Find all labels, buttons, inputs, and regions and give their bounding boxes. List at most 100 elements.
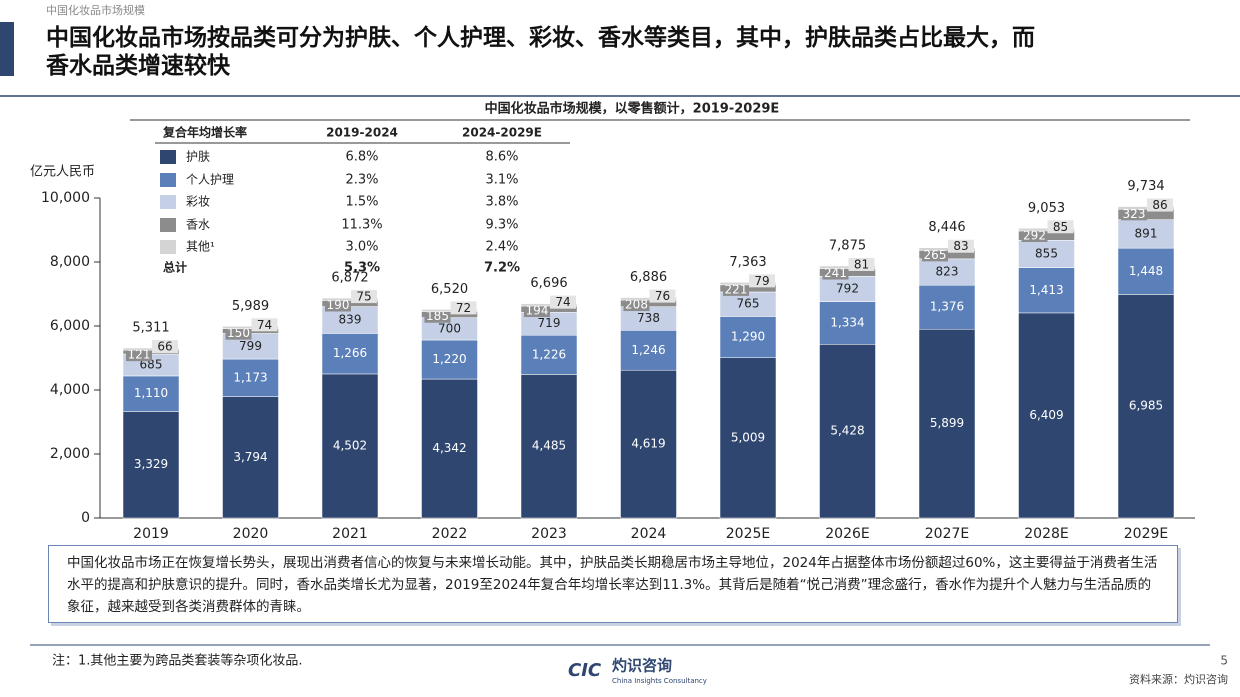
data-label: 891	[1135, 226, 1158, 240]
data-label: 792	[836, 281, 859, 295]
table-cell: 2.3%	[345, 173, 378, 188]
data-label: 5,009	[731, 430, 765, 444]
bar-segment	[122, 347, 180, 351]
x-tick-label: 2025E	[726, 526, 770, 542]
data-label-bg	[948, 239, 974, 253]
data-label-bg	[623, 298, 650, 312]
data-label: 221	[725, 282, 748, 296]
x-tick-label: 2026E	[825, 526, 869, 542]
total-label: 9,053	[1028, 201, 1065, 216]
table-cell: 3.0%	[345, 240, 378, 255]
total-label: 9,734	[1127, 179, 1164, 194]
y-tick-label: 6,000	[50, 318, 90, 334]
data-label: 75	[356, 290, 371, 304]
bar-segment	[819, 301, 876, 345]
x-tick-label: 2019	[133, 526, 169, 542]
data-label: 79	[754, 274, 769, 288]
data-label: 1,334	[830, 315, 864, 329]
data-label: 5,899	[930, 416, 964, 430]
data-label: 1,220	[432, 352, 466, 366]
data-label-bg	[1047, 220, 1074, 234]
logo-name: 灼识咨询	[612, 657, 672, 675]
legend-label: 护肤	[186, 149, 210, 164]
data-label: 74	[257, 318, 272, 332]
table-cell: 11.3%	[341, 218, 382, 233]
data-label: 799	[239, 339, 262, 353]
bar-segment	[918, 284, 976, 330]
data-label: 700	[438, 321, 461, 335]
data-label: 6,409	[1029, 408, 1063, 422]
data-label-bg	[450, 301, 477, 315]
y-tick-label: 8,000	[50, 254, 90, 270]
slide-title: 中国化妆品市场按品类可分为护肤、个人护理、彩妆、香水等类目，其中，护肤品类占比最…	[46, 24, 1035, 80]
bar-segment	[819, 265, 876, 269]
data-label: 719	[538, 316, 561, 330]
bar-segment	[122, 375, 180, 412]
table-cell: 3.8%	[485, 195, 518, 210]
legend-swatch	[160, 173, 176, 187]
data-label-bg	[225, 326, 252, 340]
data-label: 76	[655, 289, 670, 303]
bar-segment	[1018, 228, 1075, 232]
data-label-bg	[1121, 207, 1147, 221]
table-cell: 1.5%	[345, 195, 378, 210]
legend-label: 其他¹	[186, 240, 215, 254]
table-cell: 8.6%	[485, 150, 518, 165]
y-axis-label: 亿元人民币	[30, 165, 95, 180]
data-label: 265	[924, 248, 947, 262]
bar-segment	[719, 291, 777, 317]
data-label: 855	[1035, 247, 1058, 261]
chart-title: 中国化妆品市场规模，以零售额计，2019-2029E	[485, 101, 780, 117]
bar-segment	[819, 276, 876, 302]
data-label-bg	[351, 290, 377, 304]
data-label: 1,448	[1129, 264, 1163, 278]
title-line: 香水品类增速较快	[46, 53, 230, 79]
data-label: 241	[824, 266, 847, 280]
data-label: 72	[456, 301, 471, 315]
y-tick-label: 10,000	[41, 190, 90, 206]
data-label: 74	[555, 295, 570, 309]
x-tick-label: 2024	[631, 526, 667, 542]
data-label: 185	[426, 309, 449, 323]
bar-segment	[1117, 219, 1175, 249]
x-tick-label: 2027E	[925, 526, 969, 542]
data-label: 194	[526, 304, 549, 318]
bar-segment	[620, 369, 677, 519]
bar-segment	[222, 396, 279, 519]
bar-segment	[321, 297, 379, 301]
bar-segment	[719, 357, 777, 519]
bar-segment	[321, 373, 379, 519]
table-header: 2019-2024	[326, 126, 398, 140]
commentary: 中国化妆品市场正在恢复增长势头，展现出消费者信心的恢复与未来增长动能。其中，护肤…	[48, 545, 1178, 623]
data-label: 1,290	[731, 330, 765, 344]
data-label-bg	[723, 282, 749, 296]
section-label: 中国化妆品市场规模	[46, 3, 145, 17]
bar-segment	[1018, 312, 1075, 519]
legend-label: 彩妆	[186, 195, 210, 209]
bar-segment	[520, 334, 578, 375]
data-label: 121	[128, 348, 151, 362]
data-label: 4,619	[631, 437, 665, 451]
data-label: 1,246	[631, 343, 665, 357]
data-label-bg	[126, 348, 152, 362]
y-tick-label: 4,000	[50, 382, 90, 398]
table-header: 2024-2029E	[462, 126, 542, 140]
x-tick-label: 2023	[531, 526, 567, 542]
bar-segment	[1018, 267, 1075, 314]
data-label-bg	[1021, 228, 1048, 242]
total-label: 6,886	[630, 270, 667, 285]
total-label: 6,872	[331, 271, 368, 286]
legend-swatch	[160, 195, 176, 209]
data-label: 1,110	[134, 386, 168, 400]
bar-segment	[918, 247, 976, 251]
data-label: 83	[953, 239, 968, 253]
data-label: 1,266	[333, 346, 367, 360]
data-label-bg	[524, 304, 550, 318]
total-label: 5,311	[132, 321, 169, 336]
data-label: 4,502	[333, 438, 367, 452]
table-cell: 9.3%	[485, 218, 518, 233]
data-label-bg	[325, 298, 351, 312]
legend-label: 个人护理	[186, 173, 234, 187]
data-label-bg	[822, 266, 849, 280]
